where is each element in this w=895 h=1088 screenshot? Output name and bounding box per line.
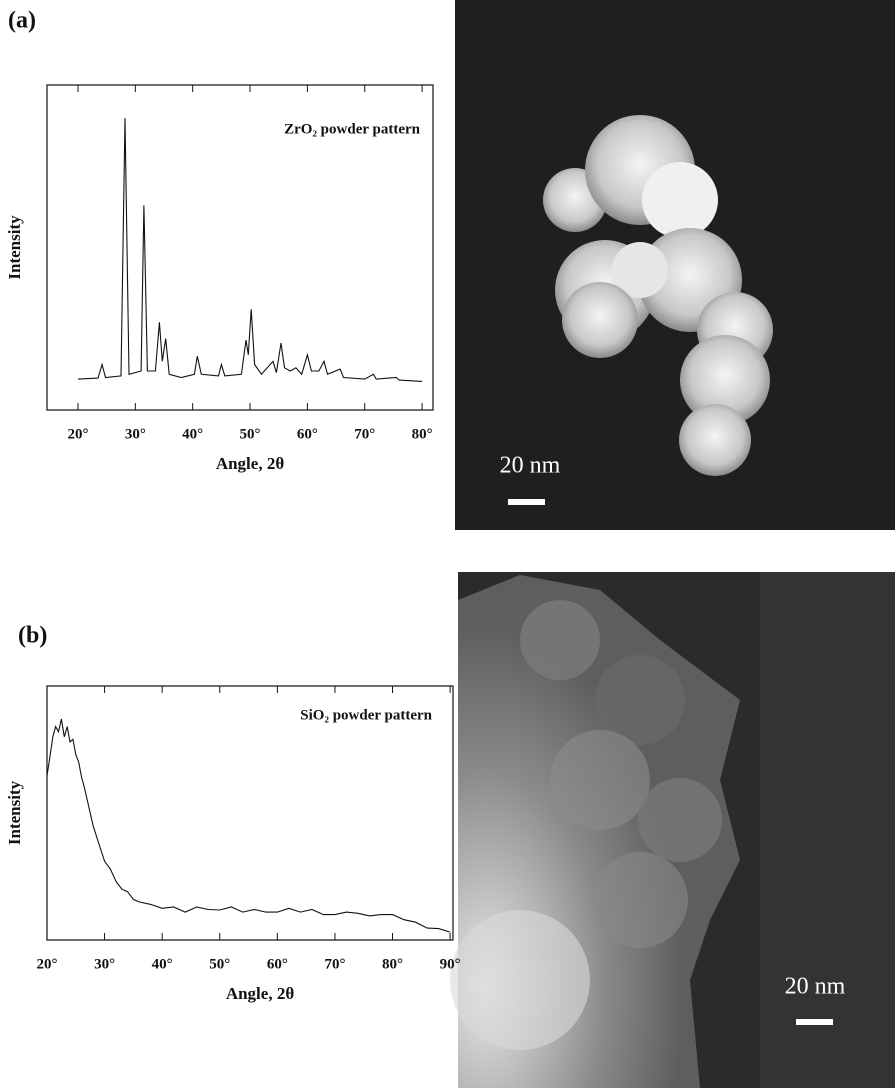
x-tick-label: 60° bbox=[297, 426, 318, 442]
tem-image-b bbox=[450, 572, 895, 1088]
panel-label: (a) bbox=[8, 8, 36, 34]
x-tick-label: 90° bbox=[440, 956, 461, 972]
scale-bar bbox=[508, 499, 545, 505]
x-tick-label: 70° bbox=[354, 426, 375, 442]
x-tick-label: 50° bbox=[209, 956, 230, 972]
plot-title: SiO₂ powder pattern bbox=[300, 707, 432, 723]
x-tick-label: 30° bbox=[125, 426, 146, 442]
scale-bar-label: 20 nm bbox=[500, 453, 561, 479]
xrd-line bbox=[77, 118, 423, 382]
x-axis-label: Angle, 2θ bbox=[226, 984, 295, 1003]
plot-frame bbox=[46, 84, 434, 411]
panel-label: (b) bbox=[18, 623, 47, 649]
x-tick-label: 80° bbox=[412, 426, 433, 442]
plot-title: ZrO₂ powder pattern bbox=[284, 121, 421, 137]
x-tick-label: 40° bbox=[152, 956, 173, 972]
scale-bar-label: 20 nm bbox=[785, 974, 846, 1000]
x-tick-label: 20° bbox=[37, 956, 58, 972]
y-axis-label: Intensity bbox=[5, 780, 24, 845]
plot-frame bbox=[46, 685, 454, 941]
scale-bar bbox=[796, 1019, 833, 1025]
x-tick-label: 60° bbox=[267, 956, 288, 972]
y-axis-label: Intensity bbox=[5, 215, 24, 280]
tem-image-a bbox=[455, 0, 895, 530]
x-tick-label: 40° bbox=[182, 426, 203, 442]
xrd-line bbox=[46, 718, 451, 933]
x-axis-label: Angle, 2θ bbox=[216, 454, 285, 473]
x-tick-label: 20° bbox=[67, 426, 88, 442]
x-tick-label: 80° bbox=[382, 956, 403, 972]
x-tick-label: 50° bbox=[240, 426, 261, 442]
x-tick-label: 30° bbox=[94, 956, 115, 972]
x-tick-label: 70° bbox=[324, 956, 345, 972]
